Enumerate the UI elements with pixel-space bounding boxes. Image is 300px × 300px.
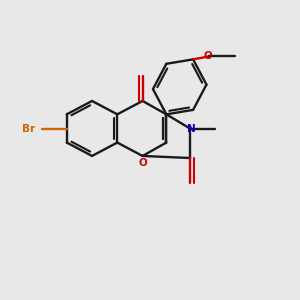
Text: Br: Br xyxy=(22,124,35,134)
Text: N: N xyxy=(187,124,196,134)
Text: O: O xyxy=(138,158,147,168)
Text: O: O xyxy=(204,51,212,62)
